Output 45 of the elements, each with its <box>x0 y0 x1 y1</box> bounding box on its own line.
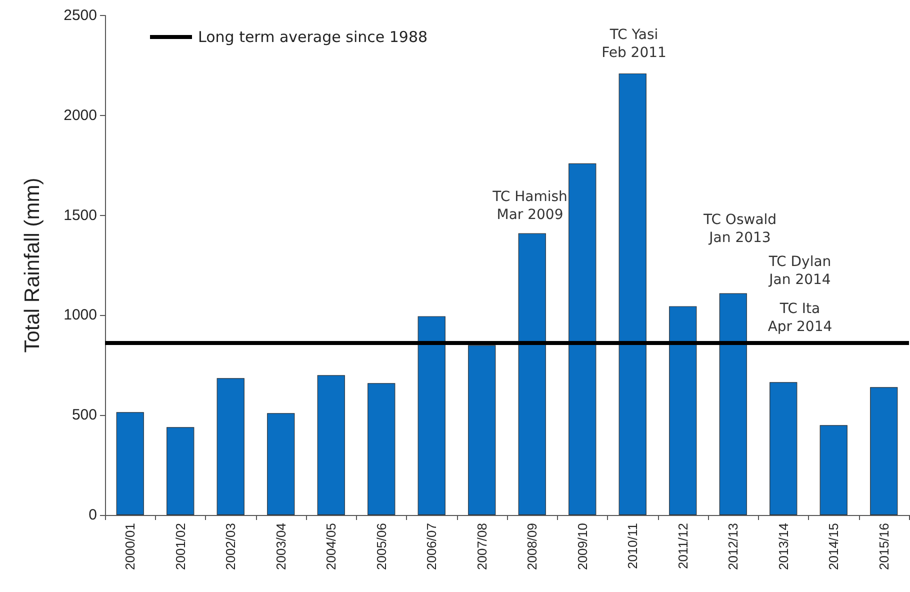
annotation: TC Oswald Jan 2013 <box>702 212 777 246</box>
annotation: TC Dylan Jan 2014 <box>768 254 832 288</box>
y-tick-label: 1500 <box>64 206 97 224</box>
annotation: TC Hamish Mar 2009 <box>492 189 568 223</box>
annotation: TC Ita Apr 2014 <box>768 301 832 335</box>
legend-label: Long term average since 1988 <box>198 28 428 46</box>
x-tick-label: 2000/01 <box>122 523 138 570</box>
x-tick-label: 2010/11 <box>625 523 640 570</box>
x-tick-label: 2011/12 <box>675 523 690 570</box>
x-tick-label: 2006/07 <box>424 523 440 570</box>
x-tick-label: 2014/15 <box>826 523 842 570</box>
bar <box>719 293 747 515</box>
bar <box>518 233 546 515</box>
x-tick-label: 2002/03 <box>223 523 238 570</box>
y-tick-label: 2500 <box>64 7 97 24</box>
bar <box>216 378 244 515</box>
x-tick-label: 2008/09 <box>524 523 540 570</box>
bar <box>770 382 798 515</box>
bar <box>368 383 396 515</box>
x-tick-label: 2015/16 <box>876 523 892 570</box>
bar <box>166 427 194 515</box>
bar <box>568 163 596 515</box>
y-tick-label: 1000 <box>64 306 97 324</box>
y-axis-title: Total Rainfall (mm) <box>21 178 44 353</box>
bar <box>820 425 848 515</box>
x-tick-label: 2004/05 <box>324 523 339 570</box>
annotation: TC Yasi Feb 2011 <box>602 27 666 61</box>
x-tick-label: 2009/10 <box>574 523 590 570</box>
bar <box>418 316 446 515</box>
bar <box>618 73 646 515</box>
y-tick-label: 2000 <box>64 106 97 124</box>
x-tick-label: 2013/14 <box>776 523 791 570</box>
x-tick-label: 2001/02 <box>172 523 188 570</box>
x-tick-label: 2012/13 <box>726 523 741 570</box>
bar <box>116 412 144 515</box>
bar <box>317 375 345 515</box>
y-tick-label: 0 <box>88 506 97 524</box>
bar <box>468 345 496 515</box>
bar <box>669 306 697 515</box>
x-tick-label: 2003/04 <box>273 523 288 570</box>
bar <box>870 387 898 515</box>
x-tick-label: 2007/08 <box>474 523 490 570</box>
y-tick-label: 500 <box>72 406 97 424</box>
bar <box>267 413 295 515</box>
x-tick-label: 2005/06 <box>374 523 389 570</box>
